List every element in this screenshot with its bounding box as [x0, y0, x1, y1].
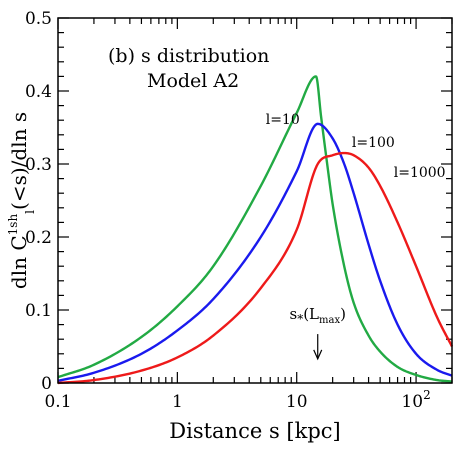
y-tick-label: 0.3: [25, 155, 52, 175]
smax-star: *: [297, 312, 303, 326]
x-tick-label: 102: [401, 388, 430, 412]
y-tick-label: 0.4: [25, 82, 52, 102]
series-line-l=10: [57, 75, 453, 383]
smax-sub: max: [319, 315, 340, 326]
x-tick-label: 1: [172, 392, 183, 412]
curve-label: l=1000: [394, 165, 446, 181]
smax-paren-close: ): [340, 305, 346, 323]
smax-paren-open: (L: [303, 305, 319, 323]
y-label-sup: 1sh: [6, 214, 20, 236]
y-tick-label: 0.2: [25, 228, 52, 248]
y-tick-label: 0.5: [25, 9, 52, 29]
smax-main: s: [289, 305, 297, 323]
y-label-post: (<s)/dln s: [7, 112, 31, 210]
series-line-l=100: [57, 122, 453, 382]
model-label: Model A2: [147, 70, 239, 92]
x-tick-label: 0.1: [44, 392, 71, 412]
curve-label: l=10: [266, 112, 300, 128]
y-axis-label: dln C1shl(<s)/dln s: [6, 112, 37, 289]
y-tick-label: 0: [41, 374, 52, 394]
curve-label: l=100: [352, 135, 395, 151]
series-line-l=1000: [57, 151, 454, 385]
y-label-pre: dln C: [7, 235, 31, 289]
series-layer: [57, 75, 454, 385]
x-tick-label: 10: [286, 392, 308, 412]
smax-arrowhead: [313, 349, 323, 361]
labels-layer: l=10 l=100 l=1000: [266, 112, 446, 181]
panel-label: (b) s distribution: [108, 45, 269, 67]
y-tick-label: 0.1: [25, 301, 52, 321]
plot-frame: [57, 17, 453, 384]
smax-annotation: s*(Lmax): [289, 305, 345, 326]
x-axis-label: Distance s [kpc]: [169, 419, 340, 443]
y-label-sub: l: [23, 210, 37, 214]
